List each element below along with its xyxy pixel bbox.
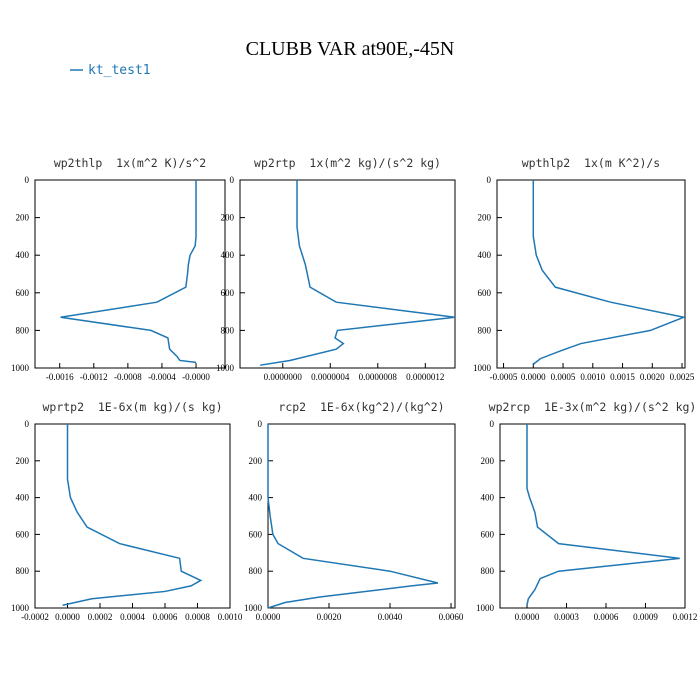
x-tick-label: 0.0000012 bbox=[406, 372, 444, 382]
x-tick-label: 0.0000008 bbox=[359, 372, 398, 382]
y-tick-label: 400 bbox=[481, 493, 495, 503]
panel-title: wp2rcp 1E-3x(m^2 kg)/(s^2 kg) bbox=[489, 400, 697, 414]
y-tick-label: 0 bbox=[25, 175, 30, 185]
panel-title: wprtp2 1E-6x(m kg)/(s kg) bbox=[42, 400, 222, 414]
x-tick-label: 0.0020 bbox=[317, 612, 342, 622]
panel-title: rcp2 1E-6x(kg^2)/(kg^2) bbox=[278, 400, 444, 414]
y-tick-label: 400 bbox=[16, 493, 30, 503]
x-tick-label: 0.0020 bbox=[640, 372, 665, 382]
y-tick-label: 600 bbox=[221, 288, 235, 298]
x-tick-label: 0.0060 bbox=[439, 612, 464, 622]
y-tick-label: 600 bbox=[16, 288, 30, 298]
panel-title: wp2rtp 1x(m^2 kg)/(s^2 kg) bbox=[254, 156, 441, 170]
x-tick-label: 0.0008 bbox=[185, 612, 210, 622]
x-tick-label: -0.0008 bbox=[114, 372, 142, 382]
y-tick-label: 1000 bbox=[11, 603, 30, 613]
x-tick-label: -0.0012 bbox=[80, 372, 108, 382]
y-tick-label: 400 bbox=[221, 250, 235, 260]
x-tick-label: 0.0012 bbox=[673, 612, 698, 622]
data-line bbox=[267, 424, 439, 609]
x-tick-label: 0.0003 bbox=[554, 612, 579, 622]
x-tick-label: 0.0000 bbox=[256, 612, 281, 622]
x-tick-label: 0.0010 bbox=[218, 612, 243, 622]
y-tick-label: 800 bbox=[221, 325, 235, 335]
y-tick-label: 800 bbox=[249, 566, 263, 576]
y-tick-label: 400 bbox=[478, 250, 492, 260]
x-tick-label: -0.0000 bbox=[182, 372, 210, 382]
plot-frame bbox=[496, 179, 686, 369]
x-tick-label: 0.0025 bbox=[670, 372, 695, 382]
x-tick-label: 0.0005 bbox=[551, 372, 576, 382]
data-line bbox=[260, 180, 456, 366]
y-tick-label: 200 bbox=[481, 456, 495, 466]
data-line bbox=[62, 424, 203, 606]
x-tick-label: -0.0005 bbox=[490, 372, 518, 382]
plot-frame bbox=[34, 179, 226, 369]
x-tick-label: -0.0016 bbox=[46, 372, 74, 382]
y-tick-label: 400 bbox=[16, 250, 30, 260]
panel-title: wp2thlp 1x(m^2 K)/s^2 bbox=[54, 156, 206, 170]
y-tick-label: 600 bbox=[16, 529, 30, 539]
y-tick-label: 0 bbox=[25, 419, 30, 429]
x-tick-label: 0.0000 bbox=[515, 612, 540, 622]
data-line bbox=[532, 180, 687, 365]
x-tick-label: 0.0004 bbox=[120, 612, 145, 622]
y-tick-label: 800 bbox=[16, 566, 30, 576]
y-tick-label: 1000 bbox=[11, 363, 30, 373]
y-tick-label: 0 bbox=[230, 175, 235, 185]
x-tick-label: 0.0040 bbox=[378, 612, 403, 622]
y-tick-label: 1000 bbox=[476, 603, 495, 613]
legend-label: kt_test1 bbox=[88, 63, 151, 78]
plot-frame bbox=[34, 423, 231, 609]
x-tick-label: 0.0006 bbox=[153, 612, 178, 622]
x-tick-label: 0.0015 bbox=[610, 372, 635, 382]
x-tick-label: 0.0009 bbox=[633, 612, 658, 622]
y-tick-label: 1000 bbox=[216, 363, 235, 373]
x-tick-label: 0.0002 bbox=[88, 612, 113, 622]
x-tick-label: 0.0000004 bbox=[311, 372, 350, 382]
x-tick-label: -0.0002 bbox=[21, 612, 49, 622]
y-tick-label: 0 bbox=[258, 419, 263, 429]
plot-frame bbox=[239, 179, 456, 369]
y-tick-label: 800 bbox=[16, 325, 30, 335]
figure-title: CLUBB VAR at90E,-45N bbox=[246, 38, 455, 60]
y-tick-label: 1000 bbox=[473, 363, 492, 373]
panel-title: wpthlp2 1x(m K^2)/s bbox=[522, 156, 660, 170]
x-tick-label: 0.0006 bbox=[594, 612, 619, 622]
plot-frame bbox=[499, 423, 686, 609]
x-tick-label: 0.0000000 bbox=[264, 372, 303, 382]
x-tick-label: -0.0004 bbox=[148, 372, 176, 382]
y-tick-label: 200 bbox=[249, 456, 263, 466]
x-tick-label: 0.0010 bbox=[580, 372, 605, 382]
y-tick-label: 200 bbox=[16, 456, 30, 466]
y-tick-label: 600 bbox=[478, 288, 492, 298]
y-tick-label: 800 bbox=[481, 566, 495, 576]
y-tick-label: 600 bbox=[249, 529, 263, 539]
y-tick-label: 400 bbox=[249, 493, 263, 503]
y-tick-label: 200 bbox=[16, 213, 30, 223]
x-tick-label: 0.0000 bbox=[55, 612, 80, 622]
data-line bbox=[526, 424, 680, 606]
x-tick-label: 0.0000 bbox=[521, 372, 546, 382]
data-line bbox=[60, 180, 197, 364]
y-tick-label: 1000 bbox=[244, 603, 263, 613]
y-tick-label: 600 bbox=[481, 529, 495, 539]
y-tick-label: 0 bbox=[490, 419, 495, 429]
y-tick-label: 800 bbox=[478, 325, 492, 335]
y-tick-label: 200 bbox=[221, 213, 235, 223]
plot-frame bbox=[267, 423, 456, 609]
y-tick-label: 200 bbox=[478, 213, 492, 223]
y-tick-label: 0 bbox=[487, 175, 492, 185]
